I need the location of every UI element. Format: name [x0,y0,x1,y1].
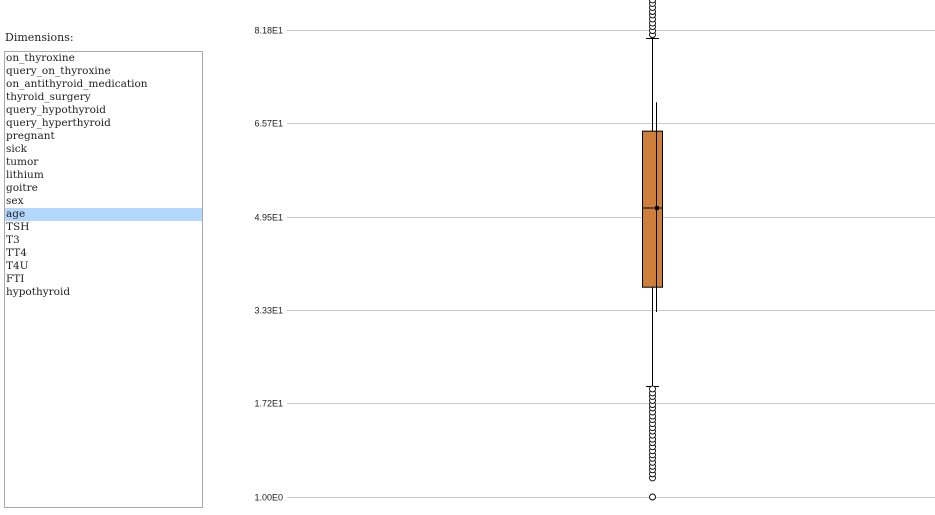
dimension-item-sick[interactable]: sick [6,143,27,155]
dimension-item-tumor[interactable]: tumor [6,156,39,168]
mean-marker [655,206,659,211]
outlier-point [649,385,656,393]
dimension-item-fti[interactable]: FTI [6,273,25,285]
dimension-item-sex[interactable]: sex [6,195,24,207]
y-tick-label: 1.00E0 [254,493,283,503]
dimension-item-tsh[interactable]: TSH [6,221,30,233]
y-tick-label: 4.95E1 [254,213,283,223]
dimension-item-on-antithyroid-medication[interactable]: on_antithyroid_medication [6,78,148,90]
y-tick-label: 8.18E1 [254,26,283,36]
dimension-item-lithium[interactable]: lithium [6,169,44,181]
dimension-item-hypothyroid[interactable]: hypothyroid [6,286,71,298]
dimension-item-query-hyperthyroid[interactable]: query_hyperthyroid [6,117,111,129]
dimension-item-t3[interactable]: T3 [6,234,20,246]
y-tick-label: 1.72E1 [254,399,283,409]
dimension-item-t4u[interactable]: T4U [6,260,29,272]
outlier-point [649,493,656,501]
iqr-box [642,130,663,288]
y-tick-label: 3.33E1 [254,306,283,316]
y-tick-label: 6.57E1 [254,119,283,129]
dimension-item-pregnant[interactable]: pregnant [6,130,55,142]
dimension-item-tt4[interactable]: TT4 [6,247,27,259]
outlier-point [649,0,656,4]
dimension-item-goitre[interactable]: goitre [6,182,38,194]
dimension-item-on-thyroxine[interactable]: on_thyroxine [6,52,75,64]
dimension-item-query-on-thyroxine[interactable]: query_on_thyroxine [6,65,111,77]
dimensions-label: Dimensions: [5,31,74,44]
dimensions-list[interactable]: on_thyroxine query_on_thyroxine on_antithy… [4,51,203,508]
dimension-item-age[interactable]: age [5,208,202,221]
dimension-item-query-hypothyroid[interactable]: query_hypothyroid [6,104,106,116]
dimension-item-thyroid-surgery[interactable]: thyroid_surgery [6,91,91,103]
